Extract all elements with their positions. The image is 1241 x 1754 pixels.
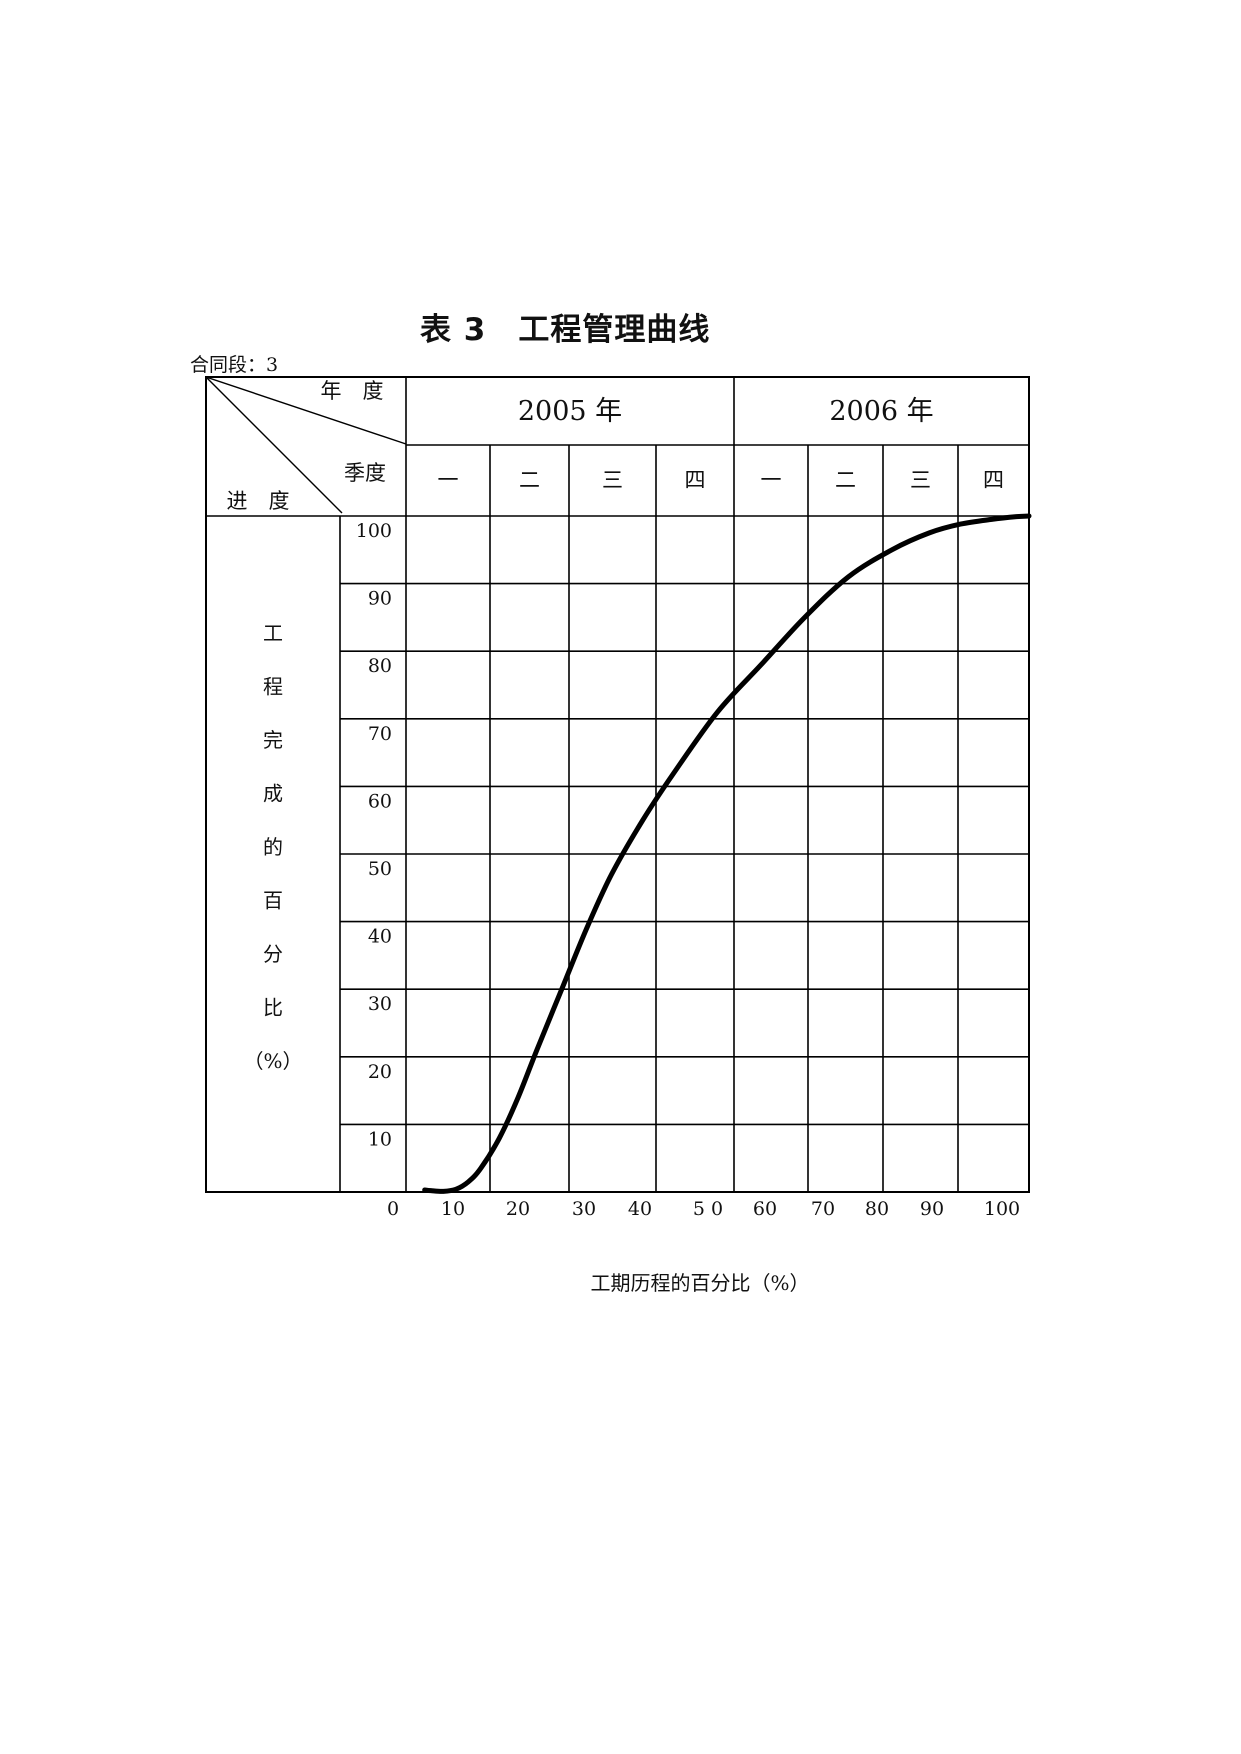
x-tick-label: 5 0 [693, 1198, 723, 1220]
y-tick-label: 30 [368, 993, 392, 1015]
y-tick-label: 80 [368, 655, 392, 677]
contract-section-label: 合同段：3 [190, 354, 279, 376]
y-tick-label: 20 [368, 1061, 392, 1083]
y-tick-label: 50 [368, 858, 392, 880]
quarter-label: 四 [983, 468, 1004, 492]
quarter-label: 一 [438, 468, 459, 492]
y-tick-label: 60 [368, 790, 392, 812]
quarter-label: 三 [602, 468, 623, 492]
y-axis-label-char: 的 [263, 835, 283, 859]
quarter-label: 二 [835, 468, 856, 492]
y-axis-label-char: 分 [263, 942, 283, 966]
header-year-label: 年 度 [321, 379, 384, 403]
year-2005-label: 2005 年 [518, 396, 622, 427]
y-axis-label-char: 百 [263, 889, 283, 913]
diagonal-line-lower [205, 376, 343, 514]
diagonal-line-upper [205, 376, 407, 445]
y-tick-label: 100 [356, 520, 392, 542]
header-progress-label: 进 度 [227, 489, 290, 513]
x-tick-label: 10 [441, 1198, 465, 1220]
quarter-label: 三 [910, 468, 931, 492]
x-tick-label: 100 [984, 1198, 1020, 1220]
y-axis-label-char: 工 [263, 621, 283, 645]
y-axis-label-char: 成 [263, 782, 283, 806]
x-tick-label: 20 [506, 1198, 530, 1220]
y-axis-label-char: 完 [263, 728, 283, 752]
header-quarter-label: 季度 [344, 461, 386, 485]
progress-curve [422, 513, 1032, 1194]
quarter-label: 四 [685, 468, 706, 492]
y-axis-label-char: （%） [243, 1049, 302, 1073]
x-tick-label: 90 [920, 1198, 944, 1220]
quarter-label: 一 [761, 468, 782, 492]
x-tick-label: 0 [387, 1198, 399, 1220]
y-axis-label-char: 比 [263, 996, 283, 1020]
x-axis-title: 工期历程的百分比（%） [590, 1271, 809, 1295]
x-tick-label: 30 [572, 1198, 596, 1220]
year-2006-label: 2006 年 [829, 396, 933, 427]
x-tick-label: 60 [753, 1198, 777, 1220]
x-tick-label: 40 [628, 1198, 652, 1220]
y-tick-label: 10 [368, 1128, 392, 1150]
x-tick-label: 80 [865, 1198, 889, 1220]
y-axis-label-char: 程 [263, 675, 283, 699]
quarter-label: 二 [519, 468, 540, 492]
table-frame [205, 376, 1030, 1193]
y-tick-label: 40 [368, 926, 392, 948]
y-tick-label: 70 [368, 723, 392, 745]
y-tick-label: 90 [368, 588, 392, 610]
x-tick-label: 70 [811, 1198, 835, 1220]
chart-title: 表 3 工程管理曲线 [420, 312, 711, 348]
